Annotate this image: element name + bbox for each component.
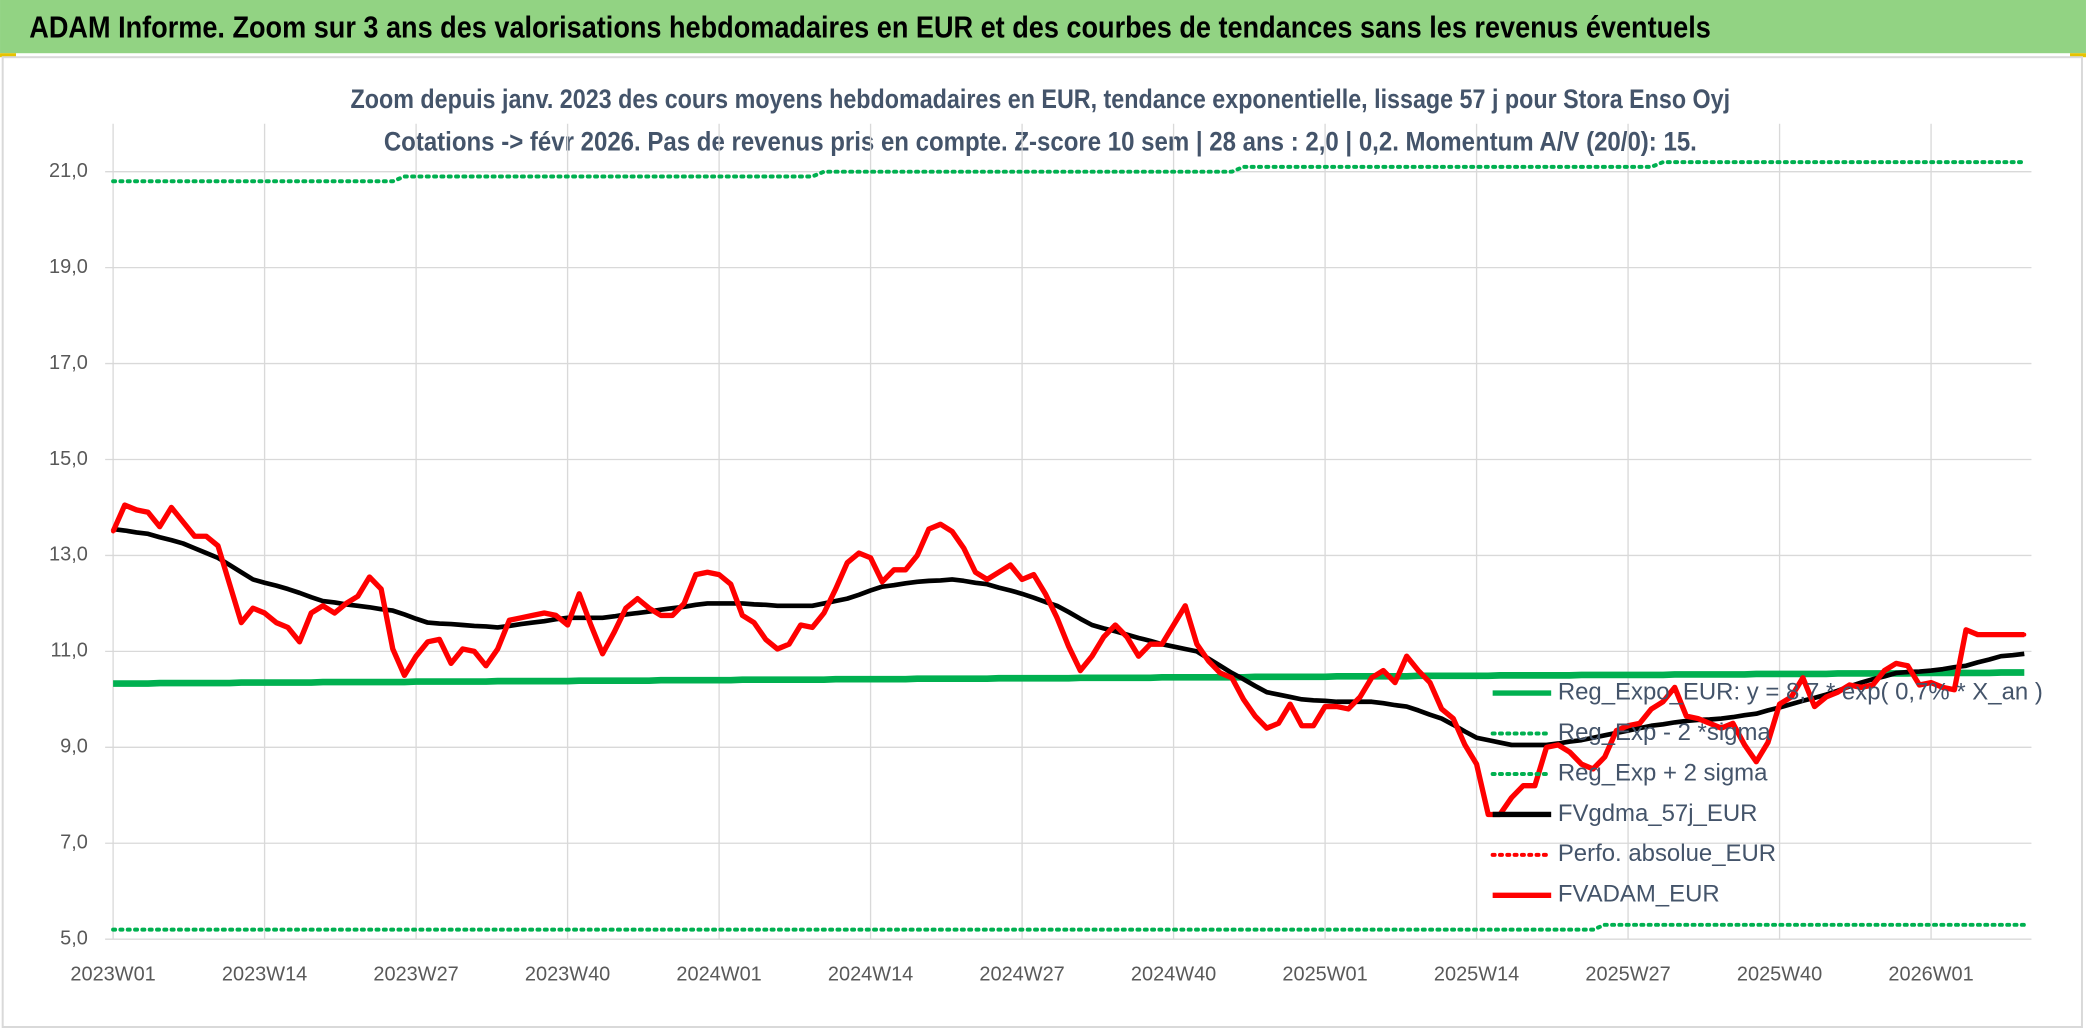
legend-label: FVgdma_57j_EUR — [1558, 800, 1758, 827]
series-line — [110, 502, 2025, 818]
header-corner — [0, 53, 16, 58]
series-line — [112, 526, 2025, 748]
x-tick-label: 2025W14 — [1434, 963, 1519, 985]
x-tick-label: 2024W40 — [1131, 963, 1216, 985]
x-tick-label: 2023W01 — [70, 963, 155, 985]
y-tick-label: 9,0 — [60, 736, 88, 758]
legend-label: Reg_Exp - 2 *sigma — [1558, 719, 1772, 746]
legend-label: FVADAM_EUR — [1558, 881, 1720, 908]
y-tick-label: 19,0 — [49, 256, 88, 278]
series-line — [111, 922, 2027, 932]
legend-label: Perfo. absolue_EUR — [1558, 840, 1776, 867]
y-tick-label: 17,0 — [49, 352, 88, 374]
series-line — [111, 160, 2027, 184]
series-line — [113, 669, 2025, 687]
x-tick-label: 2026W01 — [1888, 963, 1973, 985]
y-tick-label: 21,0 — [49, 160, 88, 182]
x-tick-label: 2023W27 — [373, 963, 458, 985]
legend-label: Reg_Exp + 2 sigma — [1558, 759, 1768, 786]
y-tick-label: 13,0 — [49, 544, 88, 566]
x-tick-label: 2025W40 — [1737, 963, 1822, 985]
chart-subtitle: Cotations -> févr 2026. Pas de revenus p… — [384, 127, 1697, 157]
header-bar — [0, 0, 2086, 54]
y-tick-label: 15,0 — [49, 448, 88, 470]
y-tick-label: 5,0 — [60, 927, 88, 949]
y-tick-label: 7,0 — [60, 832, 88, 854]
x-tick-label: 2024W14 — [828, 963, 913, 985]
x-tick-label: 2024W01 — [676, 963, 761, 985]
x-tick-label: 2025W27 — [1585, 963, 1670, 985]
legend-label: Reg_Expo_EUR: y = 8,7 * exp( 0,7% * X_an… — [1558, 678, 2043, 705]
page-title: ADAM Informe. Zoom sur 3 ans des valoris… — [29, 10, 1711, 44]
x-tick-label: 2023W14 — [222, 963, 307, 985]
chart-title: Zoom depuis janv. 2023 des cours moyens … — [351, 84, 1731, 114]
x-tick-label: 2023W40 — [525, 963, 610, 985]
x-tick-label: 2025W01 — [1282, 963, 1367, 985]
header-corner — [2070, 53, 2086, 58]
chart-frame — [1, 56, 2083, 1029]
x-tick-label: 2024W27 — [979, 963, 1064, 985]
y-tick-label: 11,0 — [51, 640, 88, 662]
